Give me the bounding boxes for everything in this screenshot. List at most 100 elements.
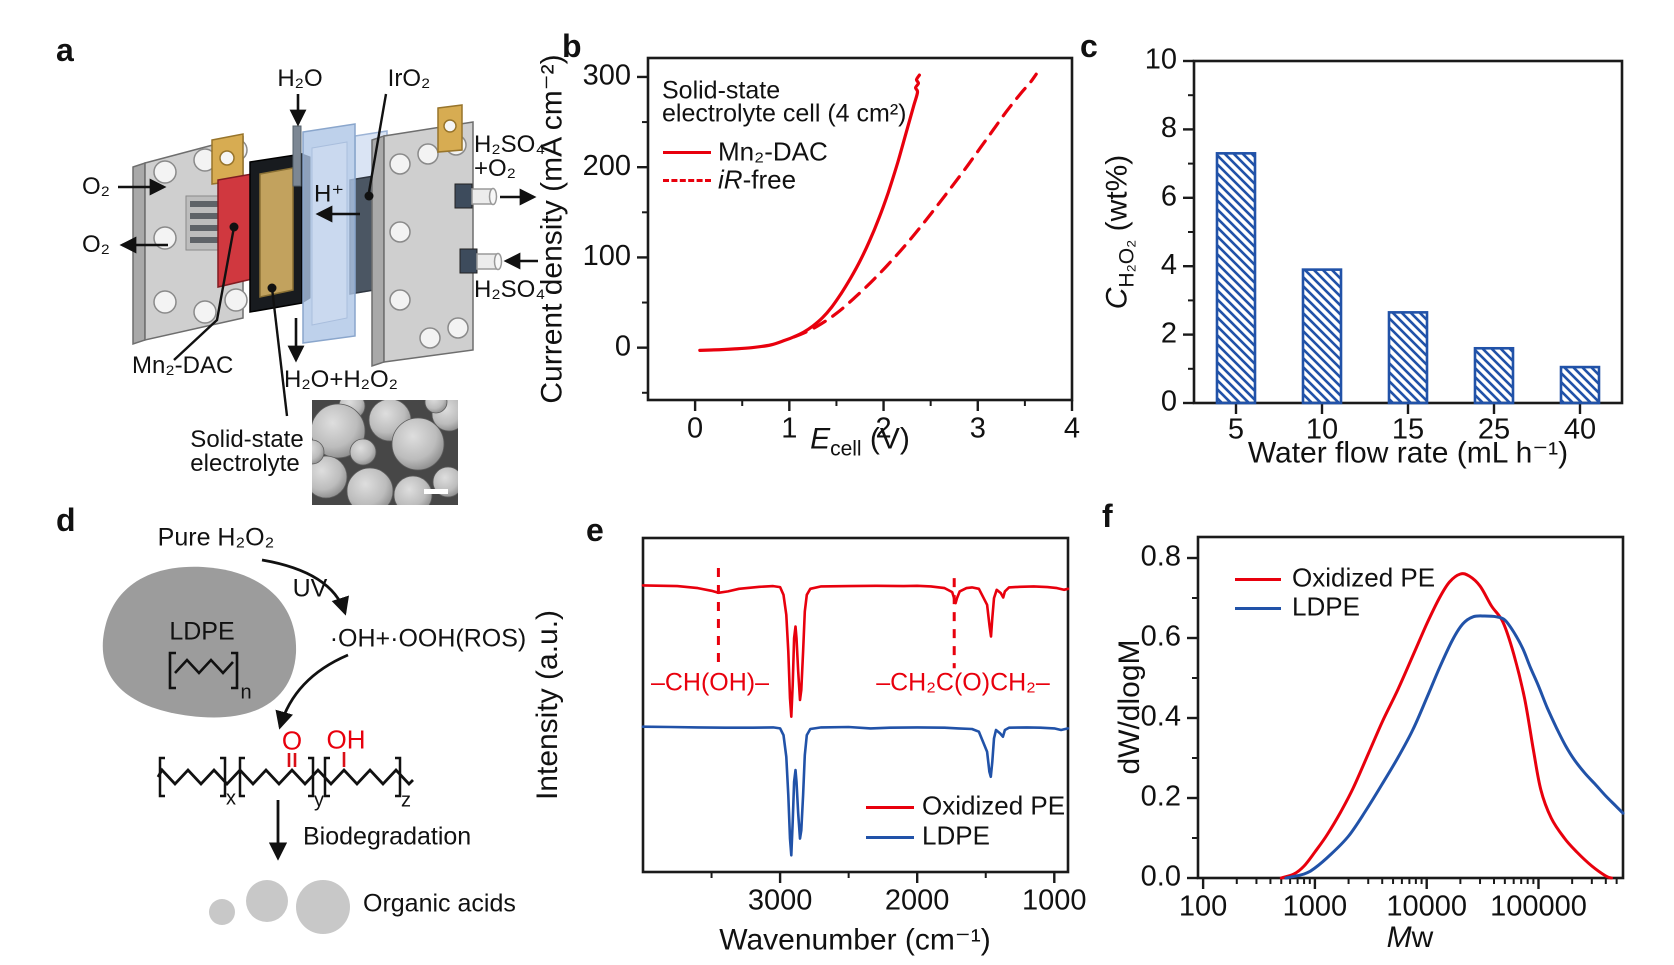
f-y-tick-label: 0.8 (1141, 541, 1181, 573)
iro2-leader (367, 93, 388, 193)
b-y-tick-label: 300 (583, 60, 631, 92)
c-y-axis-label-rest: (wt%) (1100, 154, 1134, 240)
c-y-tick-label: 8 (1161, 112, 1177, 144)
ketone-o-label: O (281, 725, 303, 756)
b-y-tick-label: 0 (615, 330, 631, 362)
upper-outlet-fitting (454, 183, 498, 209)
mn2-dac-dot (229, 222, 239, 232)
b-y-tick-label: 200 (583, 150, 631, 182)
series-mn₂-dac (698, 73, 921, 352)
right-current-collector-tab (437, 104, 463, 153)
ldpe-label: LDPE (169, 617, 235, 646)
ldpe-blob (102, 566, 297, 718)
f-legend-red-line (1235, 578, 1281, 581)
axis-box (646, 56, 1074, 402)
panel-d-arrows (261, 558, 349, 861)
b-x-axis-label-italic: E (810, 422, 831, 456)
c-x-tick-label: 40 (1564, 414, 1596, 446)
c-y-tick-label: 10 (1145, 44, 1177, 76)
b-x-tick-label: 3 (970, 413, 986, 445)
c-y-tick-label: 6 (1161, 180, 1177, 212)
hydroxyl-oh-label: OH (326, 724, 366, 755)
uv-label: UV (292, 574, 328, 603)
f-x-axis-label-italic: M (1386, 921, 1412, 954)
c-bar-15 (1387, 311, 1429, 405)
lower-inlet-fitting (459, 248, 503, 274)
c-y-tick-label: 2 (1161, 317, 1177, 349)
e-x-axis-label: Wavenumber (cm⁻¹) (719, 923, 991, 957)
uv-arrow (261, 558, 349, 616)
panel-a-arrows (118, 94, 538, 363)
sub-y-label: y (314, 789, 324, 812)
f-x-tick-label: 100 (1179, 891, 1227, 923)
b-x-tick-label: 1 (781, 413, 797, 445)
c-x-tick-label: 10 (1306, 414, 1338, 446)
b-x-tick-label: 0 (687, 413, 703, 445)
c-x-tick-label: 15 (1392, 414, 1424, 446)
chart-e: 3000 2000 1000 (641, 536, 1087, 917)
membrane-pane-front (302, 123, 356, 344)
panel-letter-c: c (1080, 28, 1098, 64)
mn2-dac-label: Mn₂-DAC (132, 352, 234, 379)
e-legend-label-ldpe: LDPE (922, 820, 990, 851)
axis-box (1196, 535, 1625, 880)
h2so4-out-label-1: H₂SO₄ (474, 131, 546, 158)
left-current-collector-tab (211, 133, 244, 185)
series-ldpe (1284, 614, 1625, 880)
sem-image (312, 400, 458, 505)
c-y-axis-label: CH₂O₂ (wt%) (1101, 155, 1140, 309)
f-x-axis-label-rest: w (1411, 921, 1434, 954)
panel-letter-f: f (1102, 498, 1113, 534)
panel-letter-d: d (56, 502, 76, 538)
b-x-tick-label: 2 (875, 413, 891, 445)
solid-state-electrolyte-leader (270, 287, 289, 417)
panel-letter-a: a (56, 32, 74, 68)
iro2-dot (364, 191, 374, 201)
organic-acid-droplets (209, 880, 350, 934)
f-x-axis-label: Mw (1387, 921, 1434, 955)
f-x-tick-label: 1000 (1283, 891, 1348, 923)
right-endplate (371, 121, 474, 368)
c-bar-40 (1559, 365, 1601, 405)
ldpe-repeat-unit (168, 651, 239, 690)
h-plus-label: H⁺ (314, 180, 344, 208)
biodegradation-label: Biodegradation (303, 822, 472, 851)
chain-brackets (158, 756, 402, 798)
f-y-tick-label: 0.6 (1141, 621, 1181, 653)
b-legend-dashed-line (663, 179, 711, 182)
e-y-axis-label: Intensity (a.u.) (531, 609, 564, 801)
b-x-axis-label-rest: (V) (861, 422, 910, 456)
f-x-tick-label: 100000 (1490, 891, 1587, 923)
e-x-tick-label: 3000 (748, 885, 813, 917)
f-legend-label-oxidized-pe: Oxidized PE (1292, 562, 1436, 593)
b-legend-label-mn2dac: Mn₂-DAC (718, 136, 828, 167)
c-bar-10 (1301, 268, 1343, 405)
flow-field-serpentine (185, 195, 223, 251)
e-legend-blue-line (866, 836, 914, 839)
f-legend-label-ldpe: LDPE (1292, 591, 1360, 622)
ros-arrow (275, 653, 349, 730)
f-y-tick-label: 0.4 (1141, 701, 1181, 733)
c-bar-25 (1473, 346, 1515, 405)
water-inlet-port (292, 125, 302, 187)
h2so4-out-label-2: +O₂ (474, 155, 516, 182)
c-y-tick-label: 0 (1161, 386, 1177, 418)
panel-d-diagram (102, 558, 414, 934)
b-legend-solid-line (663, 151, 711, 154)
c-y-axis-label-italic: C (1100, 287, 1134, 310)
b-legend-header-2: electrolyte cell (4 cm²) (662, 99, 907, 128)
series-oxidized-pe (1279, 572, 1613, 880)
c-x-axis-label: Water flow rate (mL h⁻¹) (1247, 436, 1569, 470)
mn2-dac-leader (173, 226, 236, 361)
repeat-n-label: n (240, 681, 252, 704)
f-x-tick-label: 10000 (1386, 891, 1467, 923)
e-annotation-ketone: –CH₂C(O)CH₂– (876, 668, 1050, 697)
c-y-tick-label: 4 (1161, 249, 1177, 281)
solid-state-electrolyte-dot (267, 283, 277, 293)
f-y-axis-label: dW/dlogM (1113, 639, 1146, 775)
h2so4-in-label: H₂SO₄ (474, 276, 546, 303)
f-y-tick-label: 0.0 (1141, 861, 1181, 893)
chart-c: 0 2 4 6 8 10 5 10 15 25 40 (1145, 44, 1624, 446)
